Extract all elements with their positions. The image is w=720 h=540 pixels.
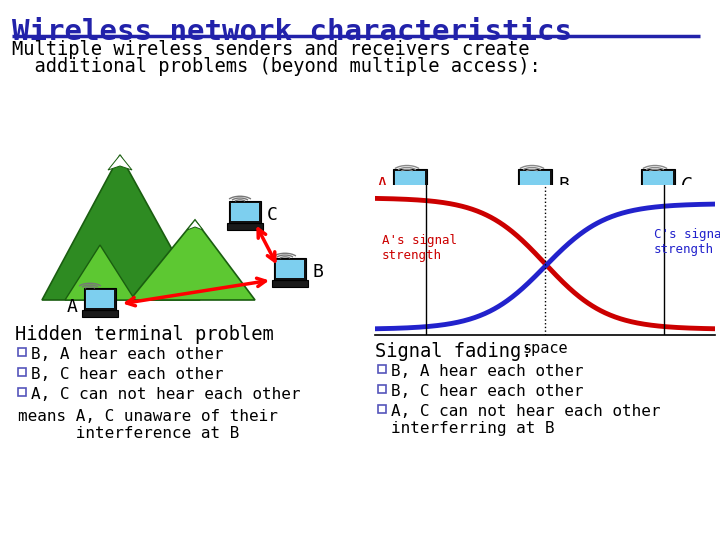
Text: C's signal
strength: C's signal strength bbox=[654, 228, 720, 256]
Text: B, A hear each other: B, A hear each other bbox=[391, 364, 583, 379]
Polygon shape bbox=[187, 220, 203, 230]
Text: A's signal
strength: A's signal strength bbox=[382, 234, 456, 262]
Text: means A, C unaware of their
      interference at B: means A, C unaware of their interference… bbox=[18, 409, 278, 441]
Polygon shape bbox=[108, 155, 132, 170]
FancyBboxPatch shape bbox=[641, 169, 675, 193]
Text: B, C hear each other: B, C hear each other bbox=[31, 367, 223, 382]
FancyBboxPatch shape bbox=[276, 260, 304, 278]
FancyBboxPatch shape bbox=[391, 193, 429, 200]
Text: Hidden terminal problem: Hidden terminal problem bbox=[15, 325, 274, 344]
FancyBboxPatch shape bbox=[520, 171, 550, 191]
FancyBboxPatch shape bbox=[274, 258, 306, 280]
FancyBboxPatch shape bbox=[231, 203, 259, 221]
FancyBboxPatch shape bbox=[518, 169, 552, 193]
FancyBboxPatch shape bbox=[272, 280, 308, 287]
Text: interferring at B: interferring at B bbox=[391, 421, 554, 436]
Text: B: B bbox=[312, 263, 323, 281]
Text: A: A bbox=[67, 298, 78, 316]
FancyBboxPatch shape bbox=[227, 223, 263, 230]
Text: Wireless network characteristics: Wireless network characteristics bbox=[12, 18, 572, 46]
Text: A, C can not hear each other: A, C can not hear each other bbox=[31, 387, 300, 402]
Text: B, C hear each other: B, C hear each other bbox=[391, 384, 583, 399]
X-axis label: space: space bbox=[522, 341, 568, 355]
Text: C: C bbox=[681, 176, 692, 194]
Text: A, C can not hear each other: A, C can not hear each other bbox=[391, 404, 660, 419]
Text: Multiple wireless senders and receivers create: Multiple wireless senders and receivers … bbox=[12, 40, 529, 59]
FancyBboxPatch shape bbox=[393, 169, 427, 193]
FancyBboxPatch shape bbox=[639, 193, 677, 200]
Text: A: A bbox=[377, 176, 388, 194]
FancyBboxPatch shape bbox=[86, 290, 114, 308]
FancyBboxPatch shape bbox=[229, 201, 261, 223]
Text: B, A hear each other: B, A hear each other bbox=[31, 347, 223, 362]
Polygon shape bbox=[130, 220, 255, 300]
Polygon shape bbox=[42, 155, 200, 300]
Text: B: B bbox=[558, 176, 569, 194]
Text: C: C bbox=[267, 206, 278, 224]
Text: additional problems (beyond multiple access):: additional problems (beyond multiple acc… bbox=[12, 57, 541, 76]
Text: Signal fading:: Signal fading: bbox=[375, 342, 533, 361]
FancyBboxPatch shape bbox=[84, 288, 116, 310]
FancyBboxPatch shape bbox=[82, 310, 118, 317]
FancyBboxPatch shape bbox=[395, 171, 425, 191]
FancyBboxPatch shape bbox=[643, 171, 673, 191]
FancyBboxPatch shape bbox=[516, 193, 554, 200]
Polygon shape bbox=[65, 245, 135, 300]
